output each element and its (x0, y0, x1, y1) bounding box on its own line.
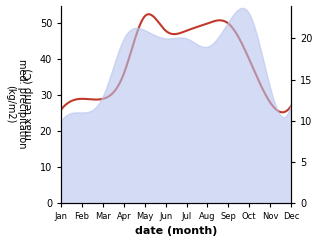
X-axis label: date (month): date (month) (135, 227, 217, 236)
Y-axis label: max temp (C): max temp (C) (24, 68, 34, 140)
Y-axis label: med. precipitation
(kg/m2): med. precipitation (kg/m2) (5, 60, 27, 149)
